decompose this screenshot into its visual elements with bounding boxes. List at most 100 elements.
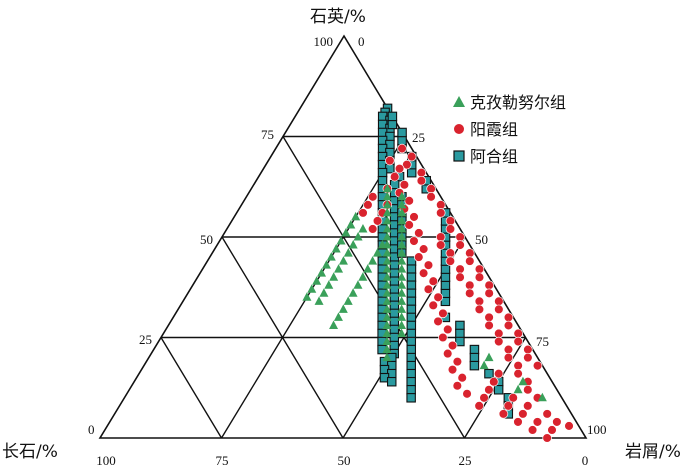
data-point-circle-4 [416, 175, 427, 186]
data-point-circle-1 [406, 151, 417, 162]
tick-lithic-100: 100 [587, 422, 607, 437]
data-point-circle-8 [436, 208, 446, 218]
tick-feldspar-75: 75 [216, 453, 229, 468]
data-point-triangle-60 [314, 296, 324, 305]
data-point-circle-80 [484, 385, 494, 395]
axis-title-quartz: 石英/% [310, 7, 366, 27]
legend-square-icon [453, 150, 465, 162]
data-point-circle-45 [433, 292, 443, 303]
data-point-square-57 [389, 332, 400, 343]
data-point-circle-5 [426, 184, 436, 194]
data-point-circle-58 [435, 232, 446, 242]
data-point-triangle-5 [382, 223, 392, 233]
data-point-triangle-42 [397, 264, 407, 273]
data-point-triangle-55 [338, 256, 348, 265]
data-point-triangle-13 [382, 288, 392, 297]
data-point-circle-83 [508, 393, 518, 403]
data-point-square-78 [406, 264, 417, 274]
data-point-triangle-18 [382, 328, 392, 337]
data-point-square-53 [389, 316, 400, 327]
axis-title-lithic: 岩屑/% [625, 442, 681, 462]
tick-lithic-75: 75 [536, 334, 549, 349]
data-point-circle-85 [498, 409, 509, 419]
data-point-square-91 [406, 368, 416, 379]
data-point-triangle-50 [397, 328, 407, 337]
data-point-circle-39 [418, 244, 429, 254]
data-point-triangle-49 [397, 320, 407, 329]
data-point-triangle-27 [326, 252, 336, 261]
data-point-triangle-74 [537, 392, 547, 402]
data-point-triangle-24 [341, 227, 351, 237]
tick-feldspar-50: 50 [338, 453, 351, 468]
legend-item-ahe: 阿合组 [453, 147, 518, 166]
data-point-circle-60 [445, 248, 456, 258]
data-point-square-80 [406, 280, 417, 290]
data-point-circle-62 [455, 264, 465, 274]
data-point-triangle-44 [397, 280, 407, 289]
data-point-circle-36 [404, 220, 414, 230]
data-point-circle-37 [414, 228, 424, 238]
legend-label-kezilenuer: 克孜勒努尔组 [470, 93, 566, 112]
data-point-circle-35 [409, 212, 419, 222]
data-point-triangle-23 [346, 219, 356, 229]
data-point-circle-13 [465, 248, 475, 258]
data-point-square-99 [469, 344, 480, 355]
data-point-circle-30 [389, 171, 400, 182]
data-point-circle-11 [455, 232, 465, 242]
legend-triangle-icon [453, 96, 465, 107]
data-point-circle-27 [532, 360, 543, 371]
data-point-circle-91 [547, 425, 557, 435]
data-point-triangle-71 [329, 320, 339, 329]
data-point-triangle-53 [348, 240, 358, 249]
legend-label-yangxia: 阳霞组 [470, 120, 518, 139]
data-point-circle-44 [423, 284, 434, 295]
data-point-circle-70 [494, 328, 504, 339]
tick-quartz-75: 75 [261, 127, 274, 142]
data-point-triangle-73 [513, 384, 523, 394]
data-point-circle-15 [474, 264, 485, 274]
data-point-square-39 [389, 260, 400, 270]
data-point-circle-52 [442, 348, 453, 359]
legend-item-yangxia: 阳霞组 [454, 120, 518, 139]
data-point-triangle-2 [382, 199, 392, 209]
tick-lithic-50: 50 [475, 232, 488, 247]
data-point-triangle-31 [307, 284, 317, 293]
data-point-triangle-59 [319, 288, 329, 297]
data-point-square-97 [455, 328, 465, 339]
data-point-triangle-45 [397, 288, 407, 297]
data-point-circle-23 [513, 328, 523, 339]
data-point-square-49 [389, 300, 400, 311]
data-point-circle-68 [484, 312, 494, 323]
data-point-circle-101 [368, 192, 378, 202]
data-point-square-126 [397, 135, 407, 146]
data-point-triangle-34 [397, 199, 407, 209]
data-point-square-84 [406, 312, 417, 323]
data-point-triangle-16 [382, 312, 392, 321]
data-point-circle-24 [513, 336, 523, 347]
data-point-triangle-64 [363, 264, 373, 273]
data-point-circle-16 [474, 272, 485, 282]
data-point-circle-38 [409, 236, 419, 246]
data-point-triangle-51 [358, 223, 368, 233]
data-point-circle-86 [523, 401, 533, 411]
data-point-circle-29 [394, 163, 405, 174]
data-point-triangle-6 [382, 232, 392, 241]
data-point-circle-89 [532, 417, 543, 427]
triangle-frame [98, 34, 588, 439]
grid-line-feldspar-75 [160, 337, 223, 439]
data-point-triangle-10 [382, 264, 392, 273]
data-point-circle-71 [494, 336, 504, 347]
data-point-circle-65 [464, 288, 475, 299]
data-point-triangle-56 [334, 264, 344, 273]
data-point-square-16 [377, 167, 388, 178]
tick-quartz-0: 0 [358, 34, 365, 49]
data-point-circle-75 [513, 368, 523, 379]
data-point-circle-64 [464, 280, 475, 290]
data-point-triangle-65 [358, 272, 368, 281]
data-point-triangle-76 [479, 360, 489, 370]
data-point-circle-26 [523, 352, 533, 363]
data-point-circle-63 [455, 272, 465, 282]
tick-quartz-100: 100 [314, 34, 334, 49]
data-point-square-45 [389, 284, 400, 295]
